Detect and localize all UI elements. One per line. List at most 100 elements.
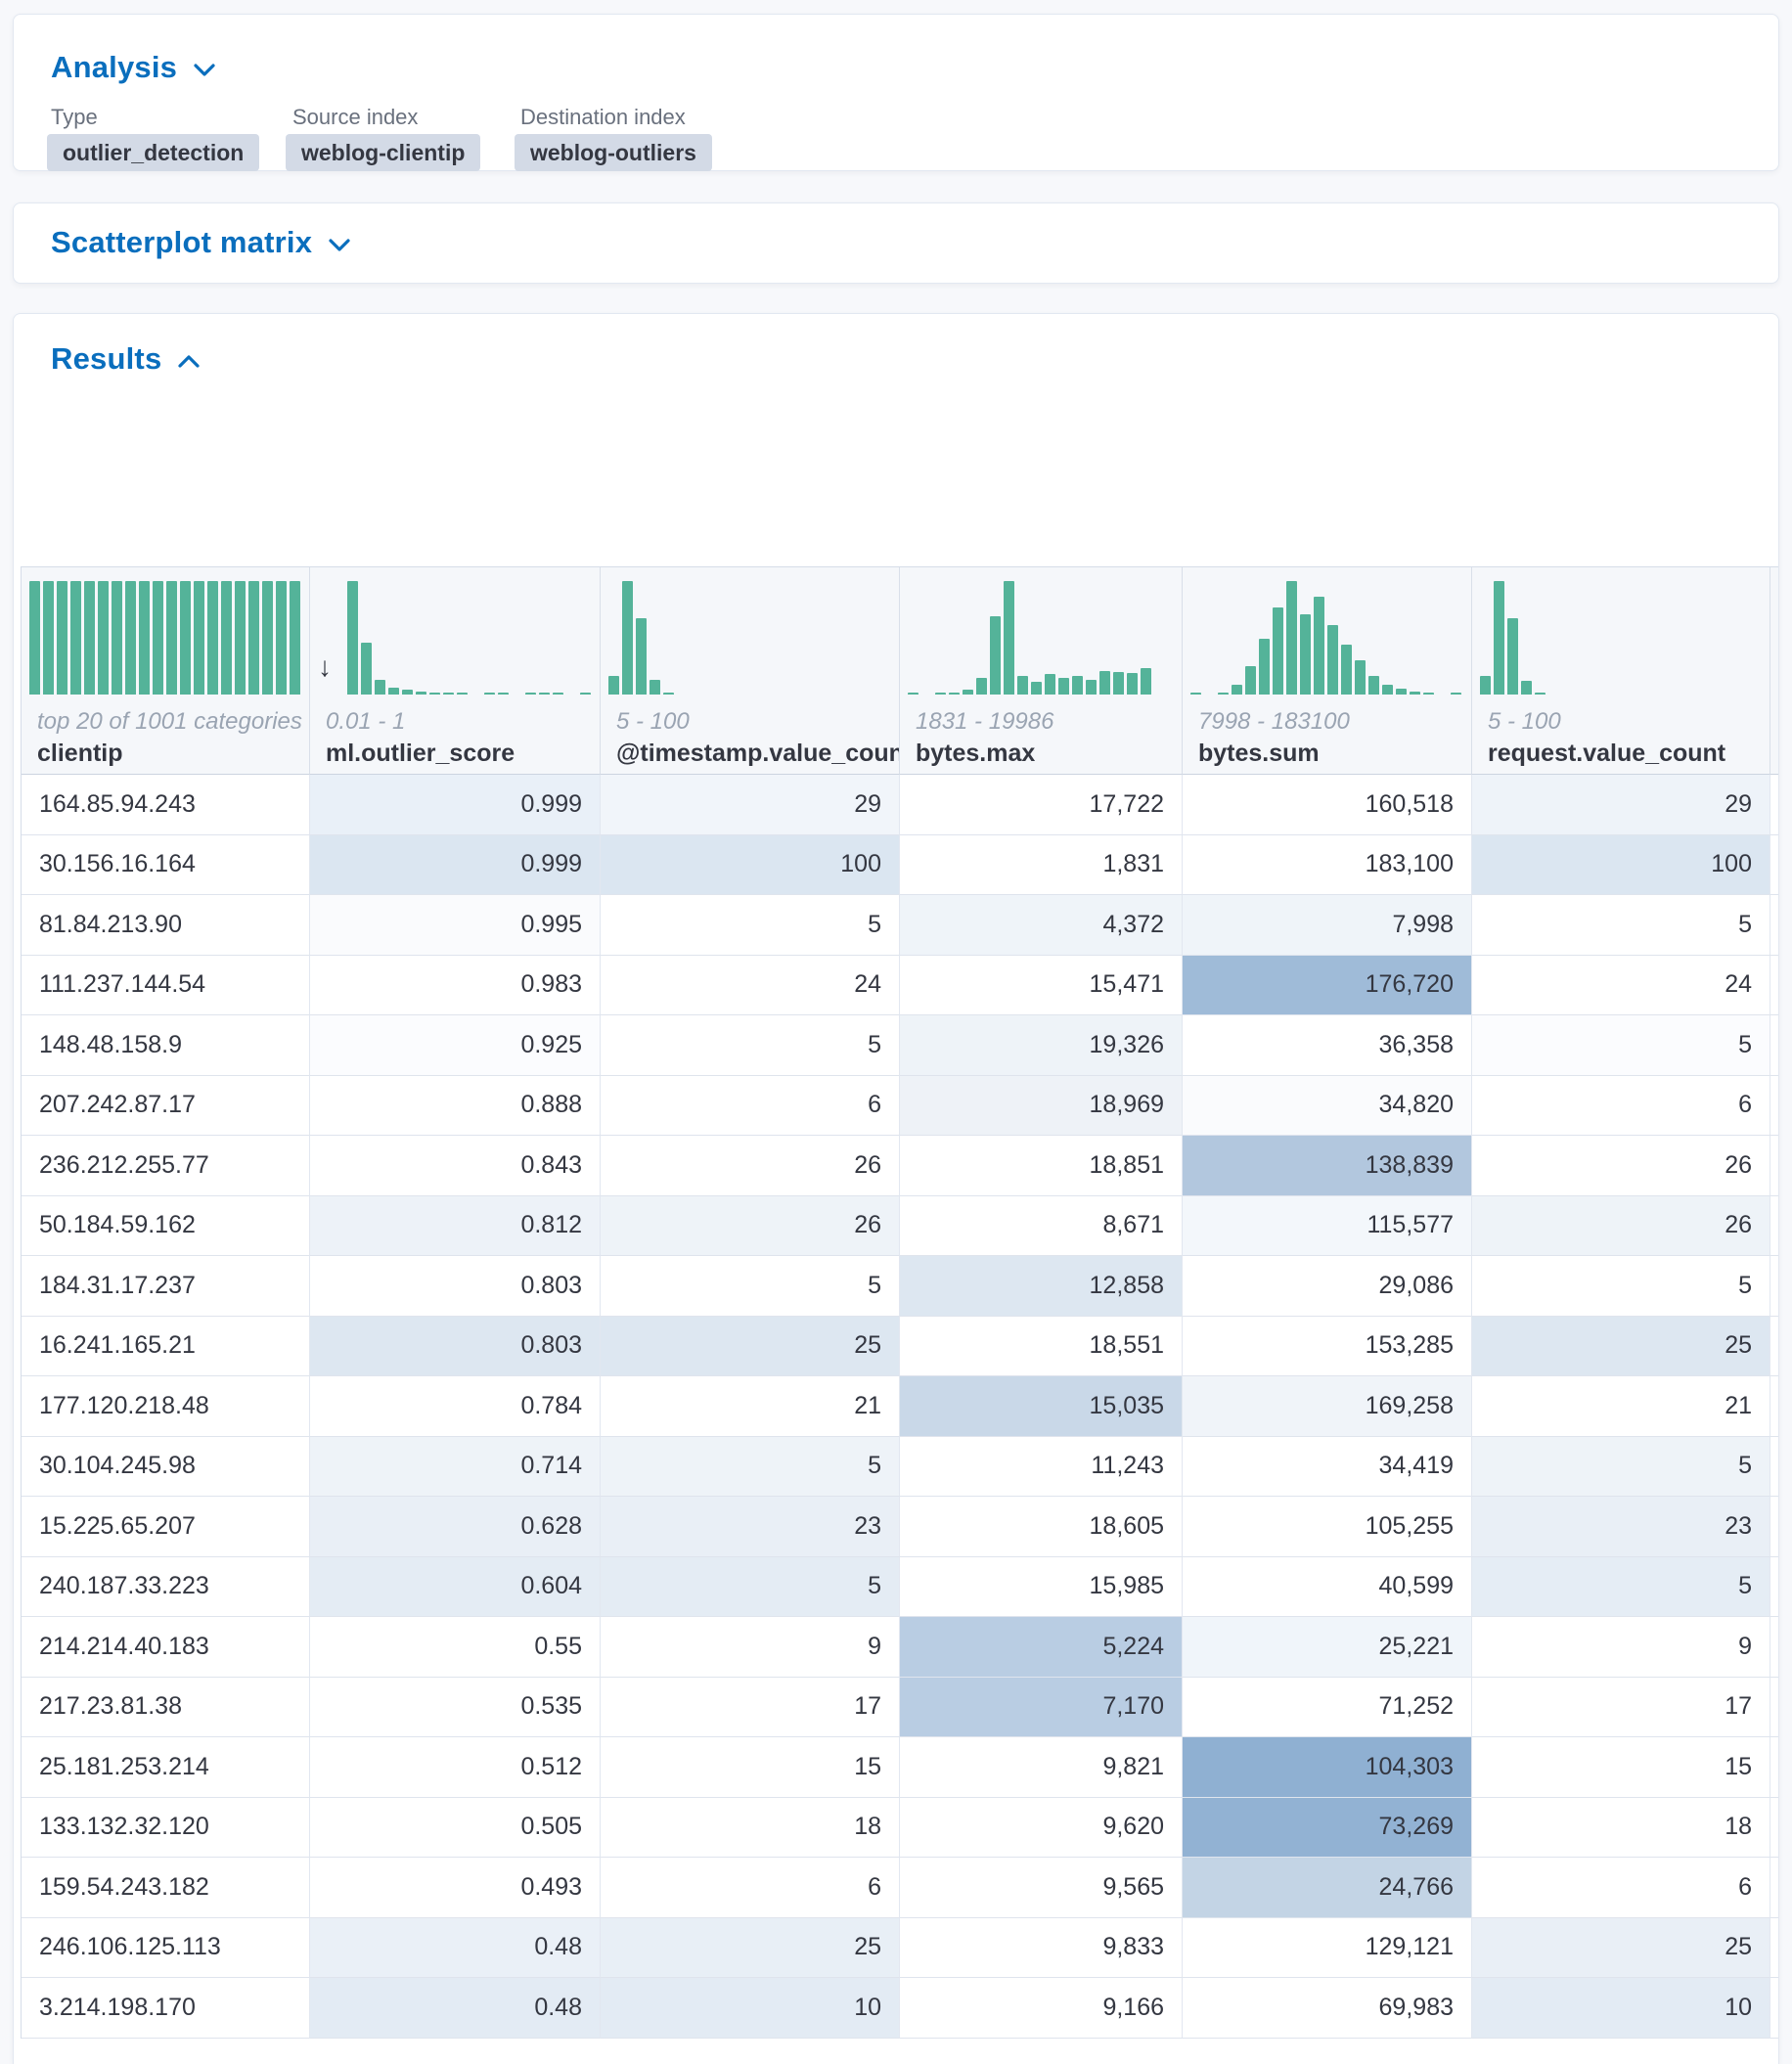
grid-cell[interactable]: 9 <box>1472 1617 1770 1678</box>
grid-cell[interactable]: 0.535 <box>310 1678 601 1738</box>
grid-cell[interactable]: 115,577 <box>1183 1196 1472 1257</box>
grid-cell-clientip[interactable]: 81.84.213.90 <box>22 895 310 956</box>
grid-cell[interactable]: 19,326 <box>900 1015 1183 1076</box>
grid-cell[interactable]: 12,858 <box>900 1256 1183 1317</box>
grid-cell-clientip[interactable]: 246.106.125.113 <box>22 1918 310 1979</box>
grid-cell[interactable]: 34,419 <box>1183 1437 1472 1498</box>
grid-cell[interactable]: 18,551 <box>900 1317 1183 1377</box>
grid-cell[interactable]: 100 <box>601 835 900 896</box>
grid-cell[interactable]: 29 <box>1472 775 1770 835</box>
grid-cell[interactable]: 5 <box>601 1015 900 1076</box>
grid-cell-clientip[interactable]: 240.187.33.223 <box>22 1557 310 1618</box>
grid-cell[interactable]: 24,766 <box>1183 1858 1472 1918</box>
grid-cell[interactable]: 69,983 <box>1183 1978 1472 2039</box>
grid-cell[interactable]: 25,221 <box>1183 1617 1472 1678</box>
grid-cell[interactable]: 26 <box>1472 1136 1770 1196</box>
grid-cell-clientip[interactable]: 50.184.59.162 <box>22 1196 310 1257</box>
grid-cell[interactable]: 6 <box>601 1076 900 1137</box>
grid-cell[interactable]: 71,252 <box>1183 1678 1472 1738</box>
grid-cell[interactable]: 9,821 <box>900 1737 1183 1798</box>
grid-cell-clientip[interactable]: 217.23.81.38 <box>22 1678 310 1738</box>
grid-cell-clientip[interactable]: 177.120.218.48 <box>22 1376 310 1437</box>
grid-cell[interactable]: 138,839 <box>1183 1136 1472 1196</box>
grid-cell-clientip[interactable]: 15.225.65.207 <box>22 1497 310 1557</box>
column-header-bytes-max[interactable]: 1831 - 19986bytes.max <box>900 567 1183 775</box>
grid-cell[interactable]: 153,285 <box>1183 1317 1472 1377</box>
grid-cell[interactable]: 17,722 <box>900 775 1183 835</box>
grid-cell[interactable]: 36,358 <box>1183 1015 1472 1076</box>
grid-cell[interactable]: 29,086 <box>1183 1256 1472 1317</box>
grid-cell[interactable]: 6 <box>1472 1076 1770 1137</box>
grid-cell[interactable]: 15 <box>1472 1737 1770 1798</box>
grid-cell[interactable]: 0.803 <box>310 1256 601 1317</box>
grid-cell[interactable]: 1,831 <box>900 835 1183 896</box>
grid-cell[interactable]: 26 <box>601 1196 900 1257</box>
scatterplot-accordion-toggle[interactable]: Scatterplot matrix <box>51 225 351 260</box>
column-header-ml-outlier-score[interactable]: ↓0.01 - 1ml.outlier_score <box>310 567 601 775</box>
grid-cell[interactable]: 129,121 <box>1183 1918 1472 1979</box>
grid-cell[interactable]: 0.999 <box>310 835 601 896</box>
grid-cell[interactable]: 5 <box>601 1256 900 1317</box>
grid-cell[interactable]: 11,243 <box>900 1437 1183 1498</box>
grid-cell[interactable]: 23 <box>601 1497 900 1557</box>
grid-cell-clientip[interactable]: 207.242.87.17 <box>22 1076 310 1137</box>
grid-cell[interactable]: 0.784 <box>310 1376 601 1437</box>
grid-cell-clientip[interactable]: 164.85.94.243 <box>22 775 310 835</box>
grid-cell[interactable]: 9 <box>601 1617 900 1678</box>
grid-cell[interactable]: 9,565 <box>900 1858 1183 1918</box>
grid-cell[interactable]: 5 <box>1472 1015 1770 1076</box>
grid-cell[interactable]: 34,820 <box>1183 1076 1472 1137</box>
grid-cell[interactable]: 26 <box>601 1136 900 1196</box>
grid-cell[interactable]: 0.983 <box>310 956 601 1016</box>
grid-cell[interactable]: 5 <box>1472 1557 1770 1618</box>
grid-cell[interactable]: 24 <box>601 956 900 1016</box>
grid-cell[interactable]: 0.812 <box>310 1196 601 1257</box>
grid-cell[interactable]: 0.505 <box>310 1798 601 1859</box>
grid-cell-clientip[interactable]: 25.181.253.214 <box>22 1737 310 1798</box>
grid-cell[interactable]: 5,224 <box>900 1617 1183 1678</box>
grid-cell[interactable]: 7,998 <box>1183 895 1472 956</box>
grid-cell[interactable]: 100 <box>1472 835 1770 896</box>
grid-cell[interactable]: 0.48 <box>310 1918 601 1979</box>
grid-cell[interactable]: 176,720 <box>1183 956 1472 1016</box>
grid-cell[interactable]: 104,303 <box>1183 1737 1472 1798</box>
grid-cell-clientip[interactable]: 159.54.243.182 <box>22 1858 310 1918</box>
grid-cell[interactable]: 5 <box>601 1437 900 1498</box>
grid-cell[interactable]: 15,035 <box>900 1376 1183 1437</box>
grid-cell[interactable]: 26 <box>1472 1196 1770 1257</box>
grid-cell[interactable]: 15,985 <box>900 1557 1183 1618</box>
grid-cell[interactable]: 15,471 <box>900 956 1183 1016</box>
grid-cell[interactable]: 24 <box>1472 956 1770 1016</box>
grid-cell[interactable]: 18,605 <box>900 1497 1183 1557</box>
grid-cell-clientip[interactable]: 236.212.255.77 <box>22 1136 310 1196</box>
grid-cell[interactable]: 5 <box>601 1557 900 1618</box>
grid-cell[interactable]: 25 <box>1472 1317 1770 1377</box>
grid-cell[interactable]: 9,166 <box>900 1978 1183 2039</box>
grid-cell[interactable]: 5 <box>1472 1437 1770 1498</box>
grid-cell[interactable]: 15 <box>601 1737 900 1798</box>
grid-cell[interactable]: 0.55 <box>310 1617 601 1678</box>
grid-cell[interactable]: 10 <box>1472 1978 1770 2039</box>
grid-cell[interactable]: 9,833 <box>900 1918 1183 1979</box>
analysis-accordion-toggle[interactable]: Analysis <box>51 50 216 85</box>
grid-cell-clientip[interactable]: 133.132.32.120 <box>22 1798 310 1859</box>
grid-cell[interactable]: 0.995 <box>310 895 601 956</box>
grid-cell[interactable]: 18,969 <box>900 1076 1183 1137</box>
grid-cell[interactable]: 17 <box>1472 1678 1770 1738</box>
grid-cell[interactable]: 0.714 <box>310 1437 601 1498</box>
grid-cell[interactable]: 0.999 <box>310 775 601 835</box>
grid-cell[interactable]: 0.48 <box>310 1978 601 2039</box>
grid-cell[interactable]: 5 <box>1472 1256 1770 1317</box>
grid-cell[interactable]: 0.925 <box>310 1015 601 1076</box>
grid-cell-clientip[interactable]: 16.241.165.21 <box>22 1317 310 1377</box>
grid-cell[interactable]: 21 <box>1472 1376 1770 1437</box>
grid-cell[interactable]: 18,851 <box>900 1136 1183 1196</box>
grid-cell[interactable]: 160,518 <box>1183 775 1472 835</box>
grid-cell[interactable]: 0.628 <box>310 1497 601 1557</box>
grid-cell[interactable]: 40,599 <box>1183 1557 1472 1618</box>
column-header-bytes-sum[interactable]: 7998 - 183100bytes.sum <box>1183 567 1472 775</box>
grid-cell[interactable]: 0.803 <box>310 1317 601 1377</box>
grid-cell[interactable]: 25 <box>1472 1918 1770 1979</box>
grid-cell[interactable]: 10 <box>601 1978 900 2039</box>
grid-cell-clientip[interactable]: 184.31.17.237 <box>22 1256 310 1317</box>
